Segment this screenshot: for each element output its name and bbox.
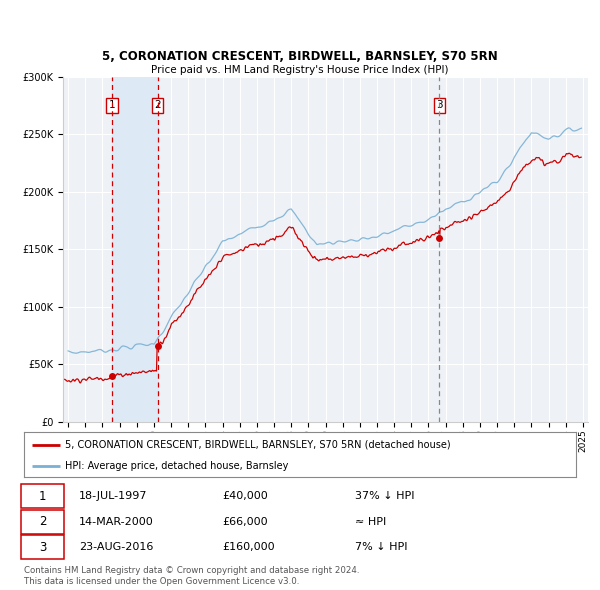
Text: 14-MAR-2000: 14-MAR-2000	[79, 517, 154, 527]
Text: 2: 2	[154, 100, 161, 110]
Bar	[112, 77, 158, 422]
Text: £66,000: £66,000	[223, 517, 268, 527]
FancyBboxPatch shape	[21, 484, 64, 509]
Text: 23-AUG-2016: 23-AUG-2016	[79, 542, 154, 552]
Text: 7% ↓ HPI: 7% ↓ HPI	[355, 542, 408, 552]
FancyBboxPatch shape	[21, 510, 64, 534]
Text: This data is licensed under the Open Government Licence v3.0.: This data is licensed under the Open Gov…	[24, 577, 299, 586]
Text: 3: 3	[436, 100, 443, 110]
Text: 3: 3	[39, 541, 46, 554]
Text: ≈ HPI: ≈ HPI	[355, 517, 386, 527]
Text: £160,000: £160,000	[223, 542, 275, 552]
Text: 1: 1	[39, 490, 47, 503]
Text: 37% ↓ HPI: 37% ↓ HPI	[355, 491, 415, 502]
Text: 1: 1	[109, 100, 115, 110]
Text: 2: 2	[39, 515, 47, 529]
Text: £40,000: £40,000	[223, 491, 268, 502]
FancyBboxPatch shape	[21, 535, 64, 559]
Text: 18-JUL-1997: 18-JUL-1997	[79, 491, 148, 502]
Text: Contains HM Land Registry data © Crown copyright and database right 2024.: Contains HM Land Registry data © Crown c…	[24, 566, 359, 575]
Text: HPI: Average price, detached house, Barnsley: HPI: Average price, detached house, Barn…	[65, 461, 289, 471]
Text: 5, CORONATION CRESCENT, BIRDWELL, BARNSLEY, S70 5RN: 5, CORONATION CRESCENT, BIRDWELL, BARNSL…	[102, 50, 498, 63]
Text: Price paid vs. HM Land Registry's House Price Index (HPI): Price paid vs. HM Land Registry's House …	[151, 65, 449, 75]
Text: 5, CORONATION CRESCENT, BIRDWELL, BARNSLEY, S70 5RN (detached house): 5, CORONATION CRESCENT, BIRDWELL, BARNSL…	[65, 440, 451, 450]
